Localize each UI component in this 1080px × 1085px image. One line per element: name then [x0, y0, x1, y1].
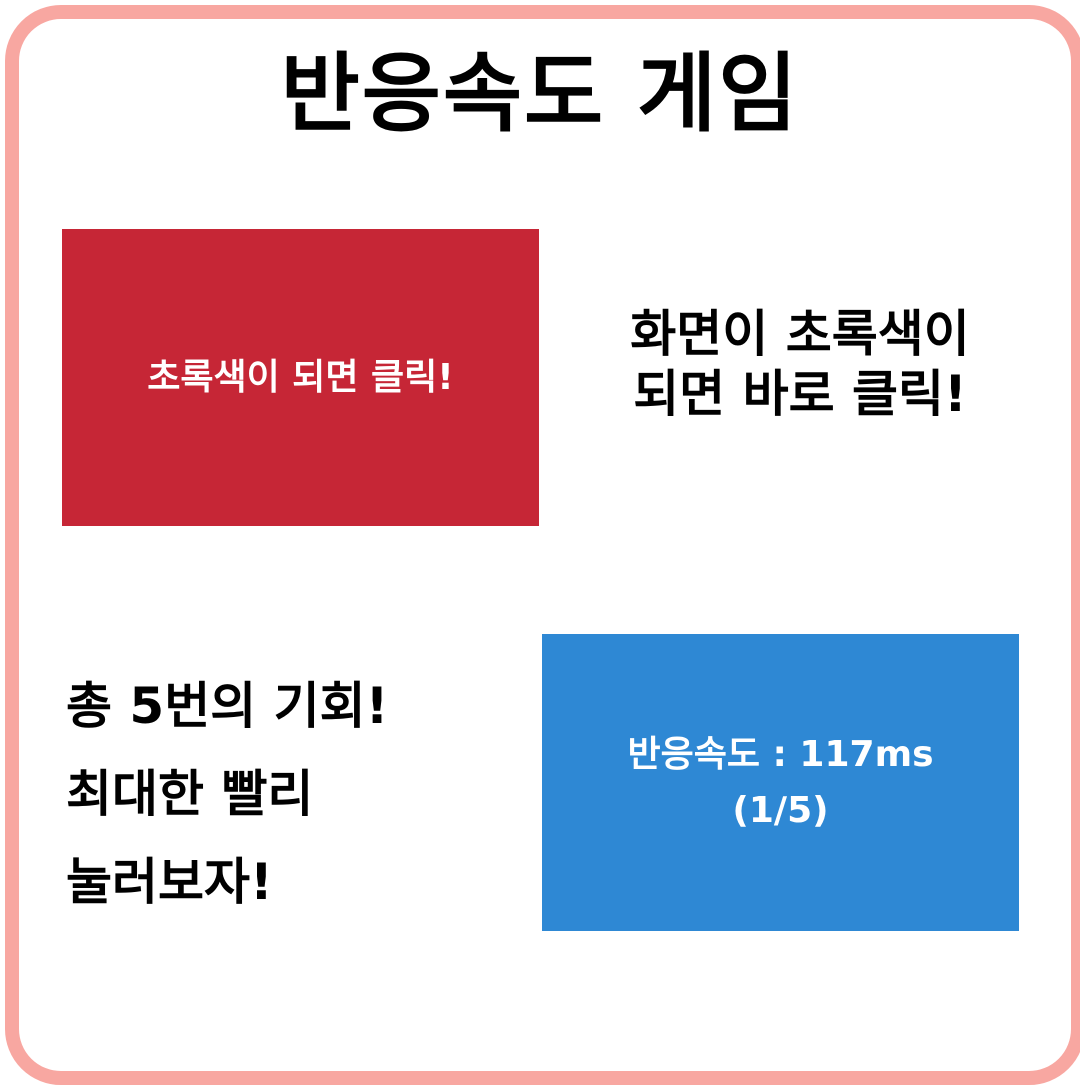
attempts-line-2: 최대한 빨리: [66, 765, 314, 823]
attempts-line-1: 총 5번의 기회!: [66, 677, 389, 735]
page-title: 반응속도 게임: [280, 44, 800, 144]
reaction-panel-result[interactable]: 반응속도 : 117ms (1/5): [542, 634, 1019, 931]
reaction-panel-instruction: 초록색이 되면 클릭!: [147, 356, 454, 398]
reaction-panel-waiting[interactable]: 초록색이 되면 클릭!: [62, 229, 539, 526]
instruction-description: 화면이 초록색이 되면 바로 클릭!: [540, 304, 1060, 424]
attempt-counter: (1/5): [732, 789, 829, 831]
attempts-line-3: 눌러보자!: [66, 853, 273, 911]
instruction-line-2: 되면 바로 클릭!: [633, 365, 967, 423]
instruction-line-1: 화면이 초록색이: [630, 305, 970, 363]
reaction-time-result: 반응속도 : 117ms: [627, 733, 934, 775]
attempts-description: 총 5번의 기회! 최대한 빨리 눌러보자!: [66, 662, 536, 926]
